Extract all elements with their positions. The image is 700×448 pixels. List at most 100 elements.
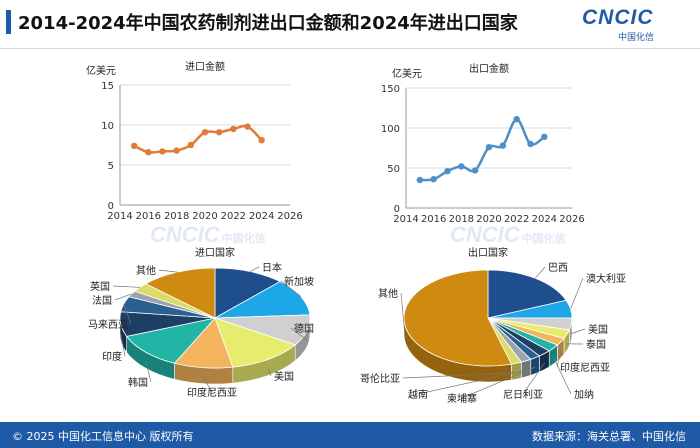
pie-leader-line <box>534 266 546 279</box>
pie-leader-line <box>522 362 545 395</box>
data-point <box>258 137 265 144</box>
pie-slice <box>214 267 281 319</box>
pie-slice-label: 美国 <box>274 370 294 383</box>
pie-leader-line <box>556 351 562 368</box>
y-tick-label: 100 <box>381 124 400 135</box>
x-tick-label: 2020 <box>192 211 217 222</box>
logo-subtitle: 中国化信 <box>618 33 655 43</box>
pie-slice-label: 英国 <box>90 280 110 293</box>
pie-slice-side <box>511 361 522 381</box>
pie-slice-label: 越南 <box>408 388 428 401</box>
pie-leader-line <box>400 292 406 335</box>
footer: © 2025 中国化工信息中心 版权所有 数据来源：海关总署、中国化信 <box>0 422 700 448</box>
pie-chart-title: 进口国家 <box>195 246 235 259</box>
data-point <box>145 149 152 156</box>
y-tick-label: 10 <box>101 121 114 132</box>
watermark-right: CNCIC 中国化信 <box>450 222 566 247</box>
pie-slice-label: 美国 <box>588 323 608 336</box>
y-tick-label: 15 <box>101 81 114 92</box>
pie-leader-line <box>280 280 302 297</box>
pie-slice-label: 其他 <box>378 287 398 300</box>
data-point <box>230 125 237 133</box>
cncic-logo: CNCIC 中国化信 <box>572 6 682 43</box>
pie-slice-label: 马来西亚 <box>88 319 128 331</box>
x-tick-label: 2022 <box>221 211 246 222</box>
watermark-left: CNCIC 中国化信 <box>150 222 266 247</box>
data-point <box>541 133 548 140</box>
y-tick-label: 0 <box>394 204 400 215</box>
series-line <box>133 124 263 154</box>
pie-slice-label: 巴西 <box>548 262 568 274</box>
data-point <box>215 129 223 136</box>
header-divider <box>0 48 700 49</box>
x-tick-label: 2016 <box>421 214 446 225</box>
data-point <box>159 148 166 155</box>
pie-leader-line <box>112 285 140 288</box>
pie-leader-line <box>249 266 260 272</box>
pie-leader-line <box>158 269 178 273</box>
x-tick-label: 2026 <box>559 214 584 225</box>
pie-leader-line <box>571 328 586 334</box>
pie-leader-line <box>402 372 517 379</box>
data-point <box>458 163 465 170</box>
pie-slice <box>214 317 297 368</box>
pie-leader-line <box>570 277 584 310</box>
pie-slice-label: 韩国 <box>128 376 148 389</box>
data-point <box>187 141 195 149</box>
pie-leader-line <box>202 377 213 393</box>
pie-leader-line <box>268 368 272 377</box>
data-point <box>173 147 180 154</box>
pie-slice-label: 印度尼西亚 <box>560 361 610 374</box>
x-tick-label: 2020 <box>476 214 501 225</box>
pie-slice-label: 法国 <box>92 294 112 307</box>
x-tick-label: 2022 <box>504 214 529 225</box>
pie-slice <box>403 269 513 367</box>
pie-slice-side <box>521 358 532 379</box>
pie-leader-line <box>553 357 572 395</box>
x-tick-label: 2014 <box>393 214 418 225</box>
footer-copyright: © 2025 中国化工信息中心 版权所有 <box>12 430 194 443</box>
pie-leader-line <box>114 293 132 301</box>
pie-leader-line <box>145 361 152 383</box>
y-axis-unit-label: 亿美元 <box>392 67 422 80</box>
pie-slice-label: 德国 <box>294 322 314 335</box>
data-point <box>444 168 451 175</box>
data-point <box>130 142 138 149</box>
pie-slice <box>125 317 217 364</box>
pie-leader-line <box>417 370 527 395</box>
line-chart-title: 出口金额 <box>469 62 509 75</box>
data-point <box>513 116 520 123</box>
x-tick-label: 2014 <box>107 211 132 222</box>
page-title: 2014-2024年中国农药制剂进出口金额和2024年进出口国家 <box>18 13 518 34</box>
y-tick-label: 150 <box>381 84 400 95</box>
title-accent-bar <box>6 10 11 34</box>
pie-slice-label: 日本 <box>262 261 282 274</box>
x-tick-label: 2024 <box>249 211 274 222</box>
pie-leader-line <box>290 327 308 341</box>
pie-chart-title: 出口国家 <box>468 246 508 259</box>
y-tick-label: 0 <box>108 201 114 212</box>
x-tick-label: 2018 <box>164 211 189 222</box>
pie-leader-line <box>123 303 132 325</box>
data-point <box>416 176 424 184</box>
pie-slice-label: 尼日利亚 <box>503 389 543 401</box>
line-chart-title: 进口金额 <box>185 60 225 73</box>
x-tick-label: 2026 <box>277 211 302 222</box>
pie-slice-label: 印度尼西亚 <box>187 386 237 399</box>
series-line <box>419 117 546 182</box>
y-axis-unit-label: 亿美元 <box>86 64 116 77</box>
pie-leader-line <box>461 366 536 399</box>
pie-slice-label: 泰国 <box>586 338 606 351</box>
pie-slice-label: 哥伦比亚 <box>360 372 400 385</box>
data-point <box>430 176 437 183</box>
logo-text: CNCIC <box>582 6 654 29</box>
y-tick-label: 5 <box>108 161 114 172</box>
data-point <box>527 140 534 148</box>
data-point <box>471 167 479 174</box>
data-point <box>499 142 507 149</box>
y-tick-label: 50 <box>387 164 400 175</box>
pie-leader-line <box>120 333 126 357</box>
header: 2014-2024年中国农药制剂进出口金额和2024年进出口国家 CNCIC 中… <box>0 0 700 48</box>
pie-slice-label: 柬埔寨 <box>447 392 477 405</box>
